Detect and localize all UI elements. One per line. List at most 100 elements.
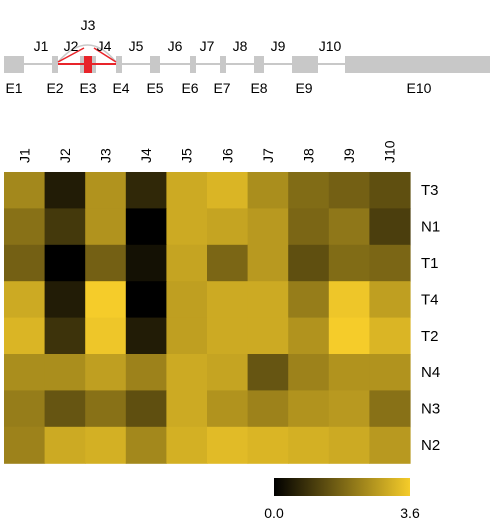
heatmap-cell [44,281,86,319]
exon-label: E4 [112,80,129,96]
heatmap-cell [44,426,86,464]
heatmap-cells [4,172,411,464]
heatmap-cell [328,426,370,464]
exon-label: E7 [213,80,230,96]
heatmap-cell [85,281,127,319]
heatmap-cell [166,172,208,209]
heatmap-column-label: J8 [301,148,317,163]
heatmap-column-label: J2 [57,148,73,163]
junction-label: J2 [64,38,79,54]
heatmap-cell [328,244,370,282]
heatmap-cell [166,317,208,355]
heatmap-cell [4,244,46,282]
heatmap-cell [207,172,249,209]
junction-label: J5 [129,38,144,54]
heatmap-cell [247,390,289,428]
exon-block [116,56,122,73]
heatmap-cell [207,208,249,246]
heatmap-column-label: J7 [260,148,276,163]
heatmap-cell [125,281,167,319]
heatmap-column-label: J9 [341,148,357,163]
exon-label: E5 [146,80,163,96]
heatmap-cell [369,354,411,391]
heatmap-cell [369,390,411,428]
heatmap-row-label: N4 [421,364,440,381]
junction-label: J6 [168,38,183,54]
exon-block [292,56,318,73]
color-scale-legend: 0.0 3.6 [264,478,420,520]
heatmap-cell [328,172,370,209]
heatmap-cell [166,281,208,319]
heatmap-cell [288,317,330,355]
heatmap-cell [44,172,86,209]
junction-line-j4 [93,47,117,63]
exon-block [190,56,196,73]
heatmap-cell [44,317,86,355]
junction-arc-j3 [57,44,117,63]
heatmap-column-label: J3 [98,148,114,163]
heatmap-cell [4,208,46,246]
heatmap-cell [207,317,249,355]
heatmap-cell [125,354,167,391]
exon-block [150,56,160,73]
heatmap-cell [288,426,330,464]
heatmap-column-label: J6 [219,148,235,163]
heatmap-cell [328,390,370,428]
heatmap-cell [207,244,249,282]
heatmap-cell [369,317,411,355]
heatmap-cell [85,317,127,355]
heatmap-cell [4,281,46,319]
heatmap-cell [85,172,127,209]
heatmap-cell [44,354,86,391]
heatmap-cell [207,426,249,464]
heatmap-row-label: T4 [421,291,439,308]
junction-label: J1 [34,38,49,54]
exon-label: E2 [46,80,63,96]
heatmap-cell [85,244,127,282]
exon-block [4,56,24,73]
heatmap-cell [85,208,127,246]
heatmap-cell [125,172,167,209]
heatmap-cell [44,244,86,282]
heatmap-cell [4,426,46,464]
heatmap-cell [125,390,167,428]
heatmap-cell [328,354,370,391]
heatmap-row-label: T1 [421,255,439,272]
heatmap-cell [166,390,208,428]
heatmap-cell [288,354,330,391]
heatmap-cell [247,317,289,355]
heatmap-cell [247,244,289,282]
heatmap-column-label: J10 [382,140,398,163]
junction-label: J10 [319,38,342,54]
heatmap-cell [247,426,289,464]
heatmap-cell [247,354,289,391]
heatmap-row-label: N1 [421,219,440,236]
exon-label: E9 [295,80,312,96]
heatmap-cell [44,208,86,246]
heatmap-cell [166,426,208,464]
heatmap-cell [328,317,370,355]
heatmap-cell [125,244,167,282]
heatmap-cell [328,281,370,319]
heatmap-cell [207,354,249,391]
heatmap-cell [207,281,249,319]
heatmap-cell [125,426,167,464]
exon-labels: E1 E2 E3 E4 E5 E6 E7 E8 E9 E10 [5,80,431,96]
junction-label: J3 [81,17,96,33]
heatmap-cell [85,354,127,391]
exon-block [52,56,58,73]
heatmap-cell [288,390,330,428]
heatmap-row-label: T3 [421,182,439,199]
heatmap-row-label: T2 [421,328,439,345]
heatmap-cell [4,354,46,391]
heatmap-row-label: N2 [421,437,440,454]
heatmap-cell [125,317,167,355]
heatmap-cell [207,390,249,428]
junction-label: J8 [233,38,248,54]
heatmap-cell [4,390,46,428]
heatmap-row-label: N3 [421,401,440,418]
heatmap-cell [44,390,86,428]
heatmap-cell [85,390,127,428]
